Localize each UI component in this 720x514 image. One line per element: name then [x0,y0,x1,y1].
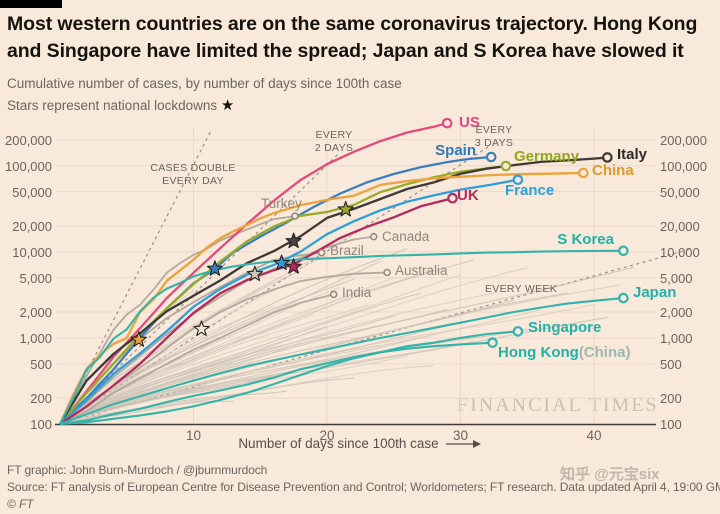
title-line-1: Most western countries are on the same c… [7,13,698,35]
background-country-line [59,304,595,425]
background-country-line [59,329,528,425]
background-country-line [59,266,635,425]
background-country-line [59,284,621,425]
lockdown-star [285,232,302,249]
series-dot-italy [602,152,613,163]
series-dot-brazil [317,248,326,257]
lockdown-star [285,258,302,274]
series-line-france [59,178,519,425]
series-dot-spain [485,151,497,163]
series-dot-hong-kong [487,337,498,348]
series-dot-germany [500,160,512,172]
guide-line-7d [59,248,692,425]
footer-copyright: © FT [7,497,34,511]
series-line-italy [59,156,608,425]
background-country-line [59,248,408,425]
star-icon: ★ [220,97,235,114]
chart-subtitle-lockdowns: Stars represent national lockdowns ★ [7,96,234,114]
series-line-s-korea [59,249,624,425]
series-dot-china [578,167,589,179]
financial-times-watermark: FINANCIAL TIMES [457,394,659,416]
background-country-line [59,315,394,425]
background-country-line [59,290,501,425]
series-dot-turkey [291,212,299,220]
lockdown-star [206,260,224,276]
series-line-canada [59,235,374,425]
series-line-japan [59,297,624,425]
arrow-right-icon [445,440,481,448]
series-line-uk [59,197,453,425]
series-line-india [59,293,334,425]
series-dot-canada [369,232,378,241]
background-country-line [59,286,341,425]
chart-subtitle: Cumulative number of cases, by number of… [7,76,402,91]
series-dot-us [441,117,453,129]
lockdown-star [246,265,264,282]
series-line-hong-kong [59,341,493,426]
chart-title: Most western countries are on the same c… [7,11,715,65]
background-country-line [59,292,421,425]
series-dot-japan [618,292,629,304]
x-axis-title: Number of days since 100th case [0,436,720,451]
lockdown-star [337,200,354,217]
background-country-line [59,355,408,425]
background-country-line [59,259,474,425]
lockdown-star [273,254,290,271]
x-axis-title-text: Number of days since 100th case [238,436,439,451]
lockdown-star [130,331,147,347]
series-dot-france [512,174,524,186]
series-line-singapore [59,330,518,426]
lockdown-star [193,320,210,336]
series-dot-singapore [512,326,524,337]
background-country-line [59,274,461,425]
series-dot-uk [447,192,458,204]
ft-black-bar [0,0,62,8]
background-country-line [59,267,528,425]
subtitle-lockdowns-text: Stars represent national lockdowns [7,98,218,113]
title-line-2: and Singapore have limited the spread; J… [7,39,684,62]
series-dot-australia [383,268,391,277]
background-country-line [59,344,381,425]
series-line-china [58,171,584,425]
series-dot-s-korea [618,245,629,257]
background-country-line [59,377,354,425]
background-country-line [59,390,287,425]
footer-source: Source: FT analysis of European Centre f… [7,480,720,494]
footer-credit: FT graphic: John Burn-Murdoch / @jburnmu… [7,463,268,477]
series-dot-india [329,290,338,299]
zhihu-watermark: 知乎 @元宝six [560,466,660,483]
